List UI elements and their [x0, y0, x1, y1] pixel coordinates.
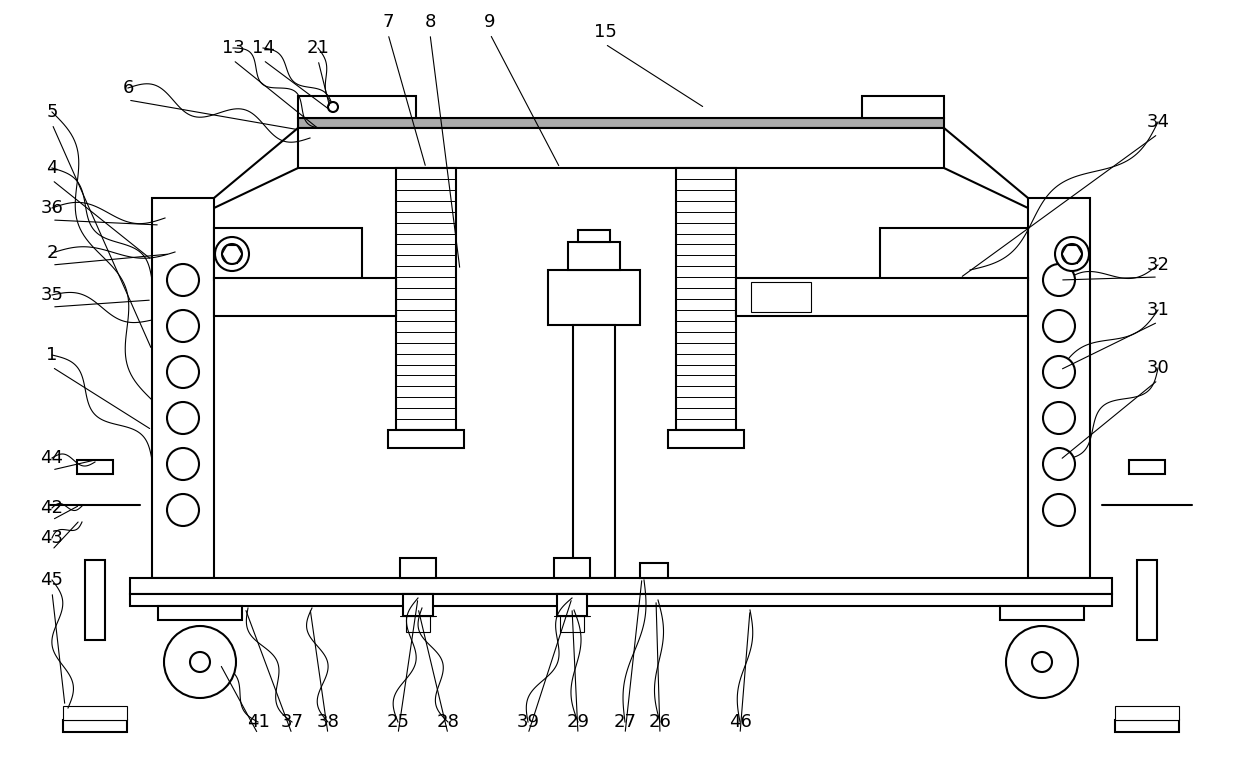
Bar — [737, 278, 1028, 316]
Bar — [1028, 198, 1090, 578]
Text: 29: 29 — [567, 713, 589, 731]
Text: 43: 43 — [41, 529, 63, 547]
Circle shape — [329, 102, 339, 112]
Bar — [560, 616, 584, 632]
Bar — [403, 594, 433, 616]
Bar — [153, 198, 215, 578]
Bar — [862, 96, 944, 118]
Circle shape — [1043, 356, 1075, 388]
Circle shape — [1043, 494, 1075, 526]
Text: 36: 36 — [41, 199, 63, 217]
Text: 45: 45 — [41, 571, 63, 589]
Bar — [388, 430, 464, 448]
Text: 35: 35 — [41, 286, 63, 304]
Bar — [405, 616, 430, 632]
Bar — [401, 558, 436, 578]
Bar — [298, 128, 944, 168]
Circle shape — [1043, 310, 1075, 342]
Circle shape — [215, 237, 249, 271]
Text: 44: 44 — [41, 449, 63, 467]
Text: 6: 6 — [123, 79, 134, 97]
Text: 13: 13 — [222, 39, 244, 57]
Text: 25: 25 — [387, 713, 409, 731]
Circle shape — [222, 244, 242, 264]
Circle shape — [167, 402, 198, 434]
Bar — [1115, 720, 1179, 732]
Circle shape — [167, 448, 198, 480]
Bar — [215, 228, 362, 280]
Circle shape — [1032, 652, 1052, 672]
Bar — [751, 282, 811, 312]
Bar — [298, 96, 415, 118]
Circle shape — [167, 264, 198, 296]
Text: 5: 5 — [46, 103, 58, 121]
Bar — [880, 228, 1028, 280]
Bar — [157, 606, 242, 620]
Bar — [215, 278, 396, 316]
Bar — [573, 325, 615, 578]
Text: 27: 27 — [614, 713, 636, 731]
Bar — [1128, 460, 1166, 474]
Circle shape — [164, 626, 236, 698]
Bar — [130, 578, 1112, 594]
Text: 28: 28 — [436, 713, 460, 731]
Bar — [578, 230, 610, 242]
Bar — [1137, 560, 1157, 640]
Circle shape — [167, 494, 198, 526]
Text: 14: 14 — [252, 39, 274, 57]
Text: 37: 37 — [280, 713, 304, 731]
Text: 34: 34 — [1147, 113, 1169, 131]
Circle shape — [1061, 244, 1083, 264]
Circle shape — [1055, 237, 1089, 271]
Bar — [548, 270, 640, 325]
Text: 46: 46 — [729, 713, 751, 731]
Text: 39: 39 — [517, 713, 539, 731]
Bar — [86, 560, 105, 640]
Bar — [1137, 560, 1157, 640]
Circle shape — [190, 652, 210, 672]
Circle shape — [167, 310, 198, 342]
Bar — [554, 558, 590, 578]
Bar — [999, 606, 1084, 620]
Bar — [640, 563, 668, 578]
Bar — [557, 594, 587, 616]
Text: 32: 32 — [1147, 256, 1169, 274]
Text: 21: 21 — [306, 39, 330, 57]
Bar — [676, 168, 737, 430]
Text: 8: 8 — [424, 13, 435, 31]
Bar — [568, 242, 620, 270]
Text: 42: 42 — [41, 499, 63, 517]
Circle shape — [167, 356, 198, 388]
Text: 31: 31 — [1147, 301, 1169, 319]
Text: 1: 1 — [46, 346, 58, 364]
Text: 4: 4 — [46, 159, 58, 177]
Text: 41: 41 — [247, 713, 269, 731]
Circle shape — [1006, 626, 1078, 698]
Text: 26: 26 — [649, 713, 671, 731]
Circle shape — [1043, 264, 1075, 296]
Text: 2: 2 — [46, 244, 58, 262]
Text: 15: 15 — [594, 23, 616, 41]
Text: 30: 30 — [1147, 359, 1169, 377]
Bar — [77, 460, 113, 474]
Bar — [396, 168, 456, 430]
Bar — [130, 594, 1112, 606]
Bar — [63, 706, 126, 720]
Text: 7: 7 — [382, 13, 394, 31]
Bar — [1115, 706, 1179, 720]
Text: 38: 38 — [316, 713, 340, 731]
Bar — [298, 118, 944, 128]
Bar — [63, 720, 126, 732]
Circle shape — [1043, 402, 1075, 434]
Bar — [86, 560, 105, 640]
Text: 9: 9 — [485, 13, 496, 31]
Circle shape — [1043, 448, 1075, 480]
Bar — [668, 430, 744, 448]
